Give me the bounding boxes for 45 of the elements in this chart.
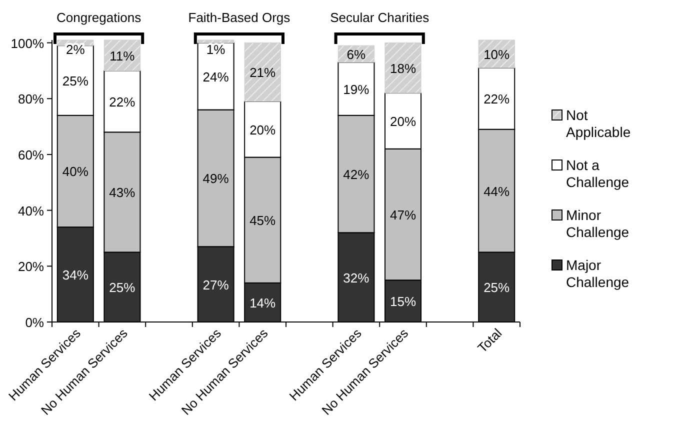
data-label: 27% (202, 277, 230, 292)
data-label: 11% (110, 48, 136, 64)
legend-label: Not a Challenge (566, 157, 630, 190)
legend-label: Not Applicable (566, 107, 631, 140)
text: Congregations (56, 10, 142, 25)
text: Faith-Based Orgs (188, 10, 291, 25)
data-label: 25% (484, 280, 510, 296)
data-label: 15% (390, 294, 416, 310)
y-tick-label: 80% (18, 92, 44, 107)
data-label: 22% (484, 92, 510, 107)
bar (104, 40, 141, 72)
data-label: 21% (250, 65, 276, 80)
data-label: 20% (390, 114, 416, 129)
data-label: 19% (343, 82, 370, 97)
data-label: 43% (109, 185, 136, 200)
bar (384, 42, 422, 94)
y-tick-label: 60% (18, 147, 44, 162)
data-label: 47% (390, 208, 416, 223)
data-label: 45% (250, 213, 276, 228)
data-label: 2% (66, 42, 86, 57)
data-label: 22% (109, 94, 136, 110)
data-label: 49% (202, 171, 230, 186)
legend-label: Major Challenge (566, 257, 630, 290)
data-label: 6% (346, 46, 366, 62)
data-label: 24% (202, 69, 230, 84)
data-label: 42% (343, 167, 370, 182)
data-label: 25% (62, 73, 89, 88)
y-tick-label: 40% (18, 203, 44, 218)
y-tick-label: 0% (25, 315, 44, 330)
data-label: 1% (206, 42, 226, 57)
y-tick-label: 100% (10, 36, 44, 51)
data-label: 34% (62, 268, 89, 283)
data-label: 44% (484, 184, 510, 199)
y-tick-label: 20% (18, 259, 44, 274)
data-label: 18% (390, 60, 416, 76)
bar (244, 42, 281, 102)
data-label: 25% (109, 280, 136, 296)
text: Secular Charities (330, 10, 430, 25)
data-label: 40% (62, 164, 89, 180)
bar (197, 40, 234, 44)
data-label: 14% (250, 295, 276, 310)
data-label: 32% (343, 270, 370, 286)
legend-label: Minor Challenge (566, 207, 630, 240)
data-label: 10% (484, 46, 510, 62)
data-label: 20% (250, 122, 276, 138)
